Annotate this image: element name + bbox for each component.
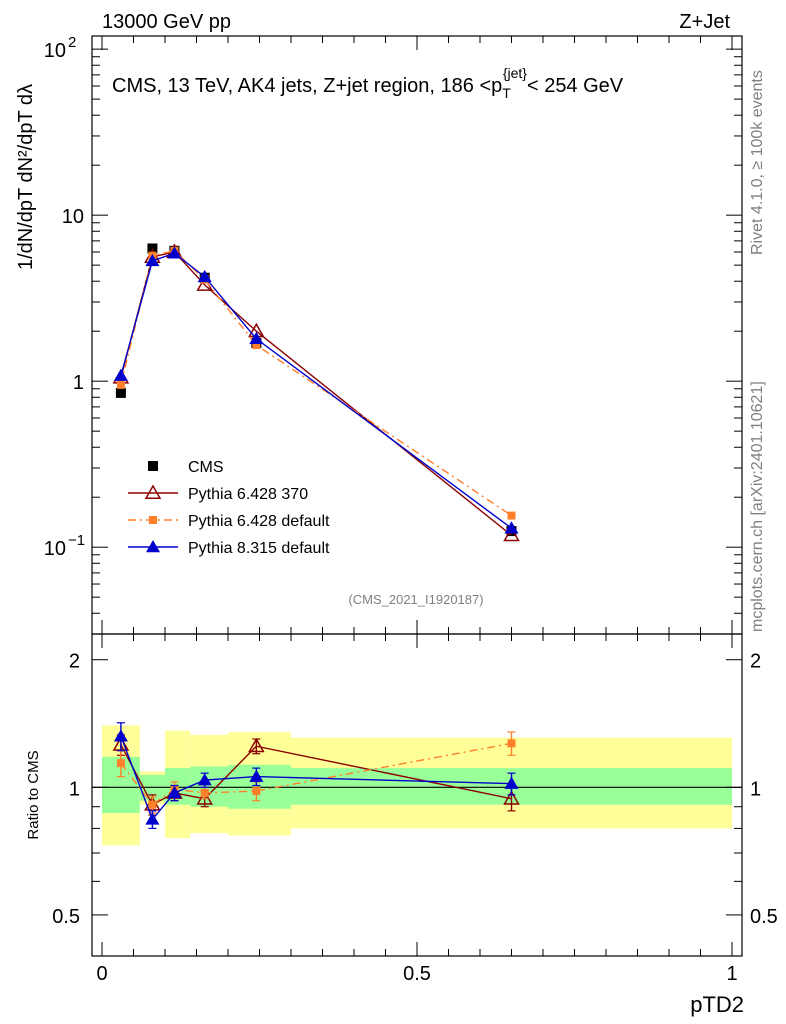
legend-label: Pythia 6.428 370 — [188, 486, 308, 503]
ratio-point — [248, 737, 265, 753]
y-tick-label: 10 — [44, 538, 66, 560]
legend-marker — [146, 540, 160, 553]
ratio-line — [120, 735, 512, 821]
y-tick-label-right: 2 — [750, 651, 761, 673]
header-energy-label: 13000 GeV pp — [102, 11, 231, 33]
x-ticks: 0 0.5 1 — [96, 36, 738, 985]
series-line — [120, 250, 512, 517]
chart-title-main: CMS, 13 TeV, AK4 jets, Z+jet region, 186… — [112, 75, 502, 97]
data-point — [249, 331, 264, 345]
y-tick-label-left: 2 — [69, 651, 80, 673]
legend-entry: Pythia 6.428 370 — [128, 484, 308, 503]
chart-title-sup: {jet} — [503, 65, 527, 81]
y-tick-label-left: 1 — [69, 778, 80, 800]
x-tick-label: 0.5 — [403, 963, 431, 985]
y-axis-label-ratio: Ratio to CMS — [25, 750, 42, 839]
y-tick-exponent: 2 — [68, 34, 76, 51]
legend-marker — [148, 461, 158, 471]
ratio-series — [112, 722, 520, 830]
data-point — [252, 341, 261, 350]
legend-label: Pythia 8.315 default — [188, 540, 330, 557]
ratio-line — [120, 744, 512, 806]
legend-marker — [149, 516, 157, 524]
rivet-version-label: Rivet 4.1.0, ≥ 100k events — [749, 70, 766, 255]
y-tick-label-left: 0.5 — [52, 906, 80, 928]
uncertainty-bands — [102, 725, 732, 846]
legend-label: CMS — [188, 459, 224, 476]
chart-title-tail: < 254 GeV — [527, 75, 624, 97]
ratio-series-pythia-8-315-default — [113, 722, 519, 830]
series-pythia-8-315-default — [113, 246, 519, 534]
y-tick-label: 10 — [44, 40, 66, 62]
y-tick-exponent: −1 — [68, 532, 85, 549]
ratio-point — [113, 729, 128, 742]
ratio-point — [504, 776, 519, 789]
ratio-point — [116, 759, 125, 768]
chart-title: CMS, 13 TeV, AK4 jets, Z+jet region, 186… — [112, 65, 624, 101]
legend-entry: Pythia 6.428 default — [128, 513, 330, 530]
x-tick-label: 0 — [96, 963, 107, 985]
analysis-watermark: (CMS_2021_I1920187) — [348, 592, 483, 607]
legend-entry: Pythia 8.315 default — [128, 540, 330, 557]
data-point — [197, 269, 212, 283]
data-point — [503, 526, 520, 542]
data-point — [504, 521, 519, 534]
data-point — [113, 368, 128, 381]
ratio-point — [507, 739, 516, 748]
data-point — [145, 253, 160, 267]
series-line — [120, 251, 512, 536]
y-ticks-ratio: 0.5 0.5 1 1 2 2 — [52, 651, 778, 957]
x-axis-label: pTD2 — [690, 992, 744, 1017]
y-tick-label: 1 — [73, 372, 84, 394]
legend-label: Pythia 6.428 default — [188, 513, 330, 530]
data-point — [116, 380, 125, 389]
main-series — [112, 243, 520, 542]
data-point — [115, 387, 126, 398]
legend: CMS Pythia 6.428 370 Pythia 6.428 default P… — [128, 459, 330, 557]
header-process-label: Z+Jet — [679, 11, 730, 33]
ratio-point — [145, 812, 160, 825]
ratio-point — [167, 785, 182, 799]
chart-title-sub: T — [502, 85, 511, 101]
y-tick-label-right: 1 — [750, 778, 761, 800]
x-tick-label: 1 — [726, 963, 737, 985]
data-point — [167, 246, 182, 259]
ratio-point — [148, 800, 157, 809]
ratio-line — [120, 742, 512, 806]
ratio-panel: 0 0.5 10.5 0.51 12 2 — [52, 36, 778, 985]
series-line — [120, 252, 512, 529]
ratio-point — [252, 787, 261, 796]
ratio-point — [249, 769, 264, 782]
series-cms — [115, 243, 517, 537]
series-pythia-6-428-370 — [112, 243, 520, 542]
legend-entry: CMS — [148, 459, 224, 476]
ratio-point — [503, 790, 520, 805]
data-point — [507, 511, 516, 520]
y-axis-label-main: 1/dN/dpT dN²/dpT dλ — [15, 84, 37, 270]
ratio-point — [196, 790, 213, 805]
ratio-point — [197, 773, 212, 786]
y-tick-label: 10 — [62, 206, 84, 228]
legend-marker — [144, 484, 162, 499]
mcplots-credit-label: mcplots.cern.ch [arXiv:2401.10621] — [749, 381, 766, 632]
y-tick-label-right: 0.5 — [750, 906, 778, 928]
ratio-point — [200, 788, 209, 797]
